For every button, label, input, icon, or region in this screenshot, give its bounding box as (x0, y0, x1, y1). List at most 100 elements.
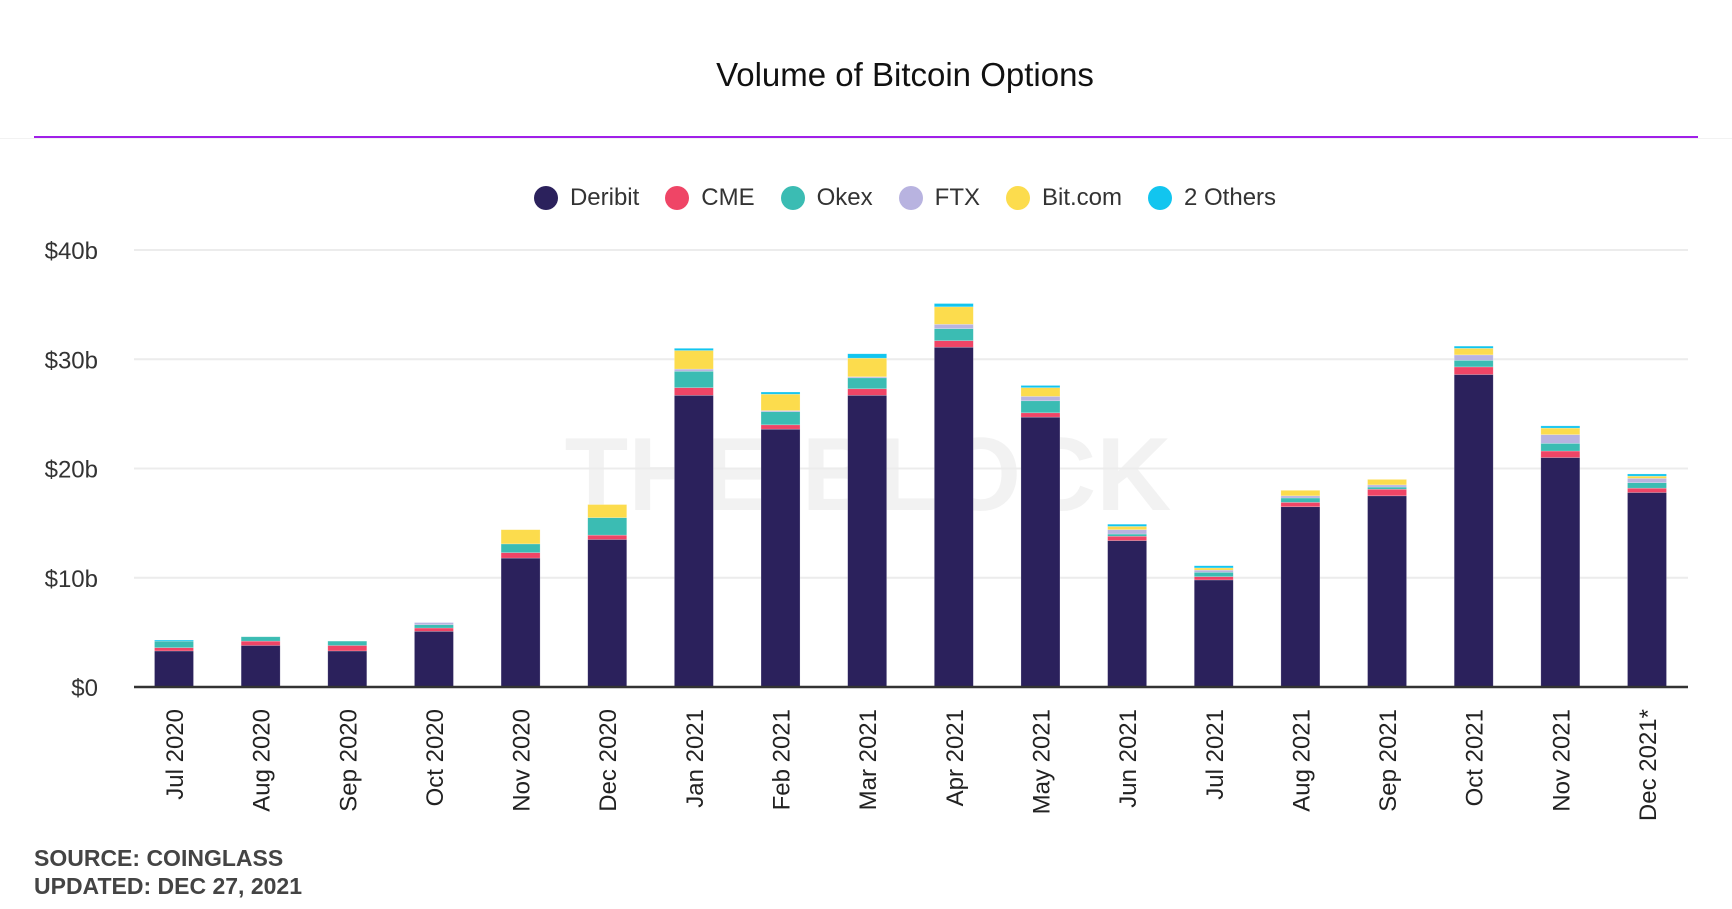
x-tick-label: Jan 2021 (682, 709, 709, 808)
legend-swatch (533, 186, 558, 210)
bar-segment-ftx (1453, 354, 1494, 361)
bar-segment-okex (1367, 486, 1407, 490)
chart-title: Volume of Bitcoin Options (716, 56, 1094, 93)
bar-segment-okex (500, 543, 541, 553)
title-divider (34, 136, 1698, 138)
legend-item[interactable]: Deribit (533, 184, 640, 212)
x-tick-label: Nov 2020 (509, 709, 536, 812)
legend-item[interactable]: 2 Others (1148, 184, 1276, 212)
bar-segment-okex (587, 517, 628, 536)
legend-label: Deribit (569, 184, 640, 211)
legend-swatch (780, 186, 805, 210)
bar-segment-bit-com (934, 306, 974, 325)
y-tick-label: $30b (45, 347, 98, 374)
bar-segment-okex (1627, 482, 1667, 489)
bar-segment-bit-com (847, 357, 887, 378)
bar-segment-2-others (1020, 385, 1061, 388)
bar-segment-2-others (1107, 523, 1147, 527)
bar-segment-2-others (847, 353, 887, 359)
x-tick-label: May 2021 (1028, 709, 1055, 814)
bar-segment-cme (1627, 487, 1667, 493)
bar-segment-bit-com (1280, 490, 1321, 497)
bar-segment-deribit (154, 650, 194, 688)
bar-segment-ftx (674, 368, 714, 372)
bar-segment-okex (934, 328, 974, 341)
bar-segment-bit-com (1627, 475, 1667, 479)
legend-swatch (898, 186, 923, 210)
legend-item[interactable]: Okex (780, 184, 873, 212)
source-text: SOURCE: COINGLASS (34, 845, 284, 871)
bar-segment-deribit (1627, 492, 1667, 688)
bar-segment-okex (674, 370, 714, 388)
bar-segment-cme (674, 387, 714, 396)
bar-segment-ftx (1107, 529, 1147, 535)
bar-segment-okex (1193, 571, 1234, 577)
bar-segment-cme (1540, 450, 1581, 458)
legend-item[interactable]: CME (665, 184, 755, 212)
bar-segment-deribit (1020, 416, 1061, 688)
bar-segment-okex (1020, 400, 1061, 414)
legend-swatch (1148, 186, 1172, 210)
y-tick-label: $0 (71, 675, 98, 702)
bar-segment-bit-com (1020, 387, 1061, 397)
bar-segment-deribit (587, 539, 628, 688)
header-divider (0, 138, 1732, 139)
x-tick-label: Mar 2021 (855, 709, 882, 810)
bar-segment-cme (934, 340, 974, 348)
bar-segment-2-others (154, 639, 194, 642)
bar-segment-cme (1280, 502, 1321, 508)
bar-segment-2-others (1540, 425, 1581, 429)
bar-segment-2-others (760, 391, 801, 395)
bar-segment-bit-com (587, 504, 628, 518)
bar-segment-cme (154, 647, 194, 652)
bar-segment-cme (760, 424, 801, 430)
y-tick-label: $10b (45, 566, 98, 593)
x-tick-label: Jul 2020 (162, 709, 189, 800)
legend: Deribit CME Okex FTX Bit.com 2 Others (0, 184, 1732, 212)
bar-segment-okex (240, 636, 281, 642)
bar-segment-ftx (1020, 396, 1061, 402)
x-tick-label: Apr 2021 (942, 709, 969, 806)
bar-segment-bit-com (1540, 427, 1581, 435)
legend-item[interactable]: Bit.com (1005, 184, 1122, 212)
x-tick-label: Feb 2021 (769, 709, 796, 810)
bar-segment-deribit (500, 557, 541, 688)
bar-segment-deribit (934, 346, 974, 688)
legend-label: 2 Others (1184, 184, 1277, 211)
bar-segment-deribit (1367, 495, 1407, 688)
bar-segment-okex (414, 624, 454, 629)
source-footer: SOURCE: COINGLASS UPDATED: DEC 27, 2021 (34, 844, 302, 900)
bar-segment-ftx (414, 622, 454, 626)
x-tick-label: Sep 2020 (335, 709, 362, 812)
legend-label: CME (701, 184, 755, 211)
bar-segment-okex (847, 377, 887, 390)
bar-segment-bit-com (1107, 526, 1147, 530)
y-tick-label: $20b (45, 457, 98, 484)
bar-segment-cme (414, 627, 454, 632)
bar-segment-2-others (1453, 345, 1494, 349)
bar-segment-ftx (1280, 495, 1321, 499)
bar-segment-bit-com (500, 529, 541, 545)
bar-segment-okex (154, 640, 194, 648)
bar-segment-deribit (327, 650, 368, 688)
bar-segment-deribit (414, 630, 454, 688)
bar-segment-deribit (674, 395, 714, 688)
bar-segment-bit-com (760, 393, 801, 411)
bar-segment-ftx (1367, 484, 1407, 488)
bar-segment-2-others (674, 348, 714, 351)
bar-segment-okex (760, 411, 801, 426)
x-tick-label: Aug 2021 (1288, 709, 1315, 812)
legend-item[interactable]: FTX (898, 184, 980, 212)
bar-segment-cme (327, 645, 368, 652)
legend-label: FTX (934, 184, 980, 211)
bar-segment-cme (847, 388, 887, 396)
bar-segment-2-others (1627, 473, 1667, 477)
bar-segment-bit-com (674, 350, 714, 370)
bar-segment-ftx (1193, 569, 1234, 573)
x-tick-label: Dec 2020 (595, 709, 622, 812)
y-tick-label: $40b (45, 238, 98, 265)
bar-segment-deribit (847, 395, 887, 688)
x-tick-label: Dec 2021* (1635, 709, 1662, 821)
bar-segment-cme (587, 534, 628, 540)
